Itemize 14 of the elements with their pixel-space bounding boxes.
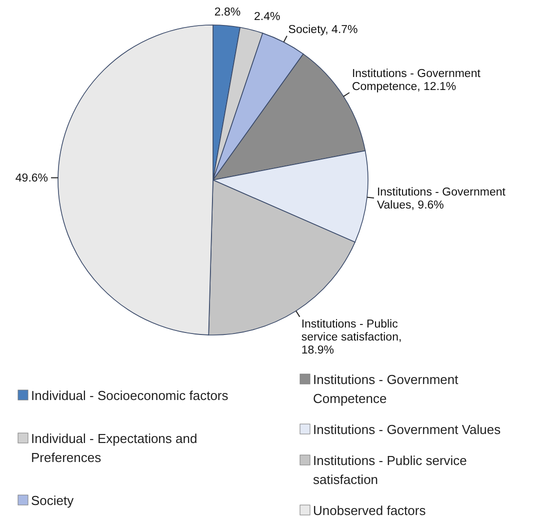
legend-label: Society — [31, 493, 74, 508]
data-label: 2.4% — [254, 11, 280, 24]
legend-label: Individual - Expectations and Preferences — [31, 431, 198, 465]
data-label: Institutions - Government Values, 9.6% — [376, 186, 506, 212]
legend-label: Institutions - Government Competence — [313, 372, 459, 406]
data-label: Institutions - Government Competence, 12.1% — [352, 68, 482, 94]
legend-label: Unobserved factors — [313, 503, 426, 518]
data-label: Institutions - Public service satisfaction, 18.9% — [301, 318, 402, 356]
legend-label: Institutions - Government Values — [313, 422, 502, 437]
legend-label: Institutions - Public service satisfaction — [313, 453, 467, 487]
data-label: 2.8% — [214, 6, 241, 19]
data-label: 49.6% — [15, 172, 48, 185]
legend-label: Individual - Socioeconomic factors — [31, 388, 229, 403]
data-label: Society, 4.7% — [288, 24, 358, 36]
